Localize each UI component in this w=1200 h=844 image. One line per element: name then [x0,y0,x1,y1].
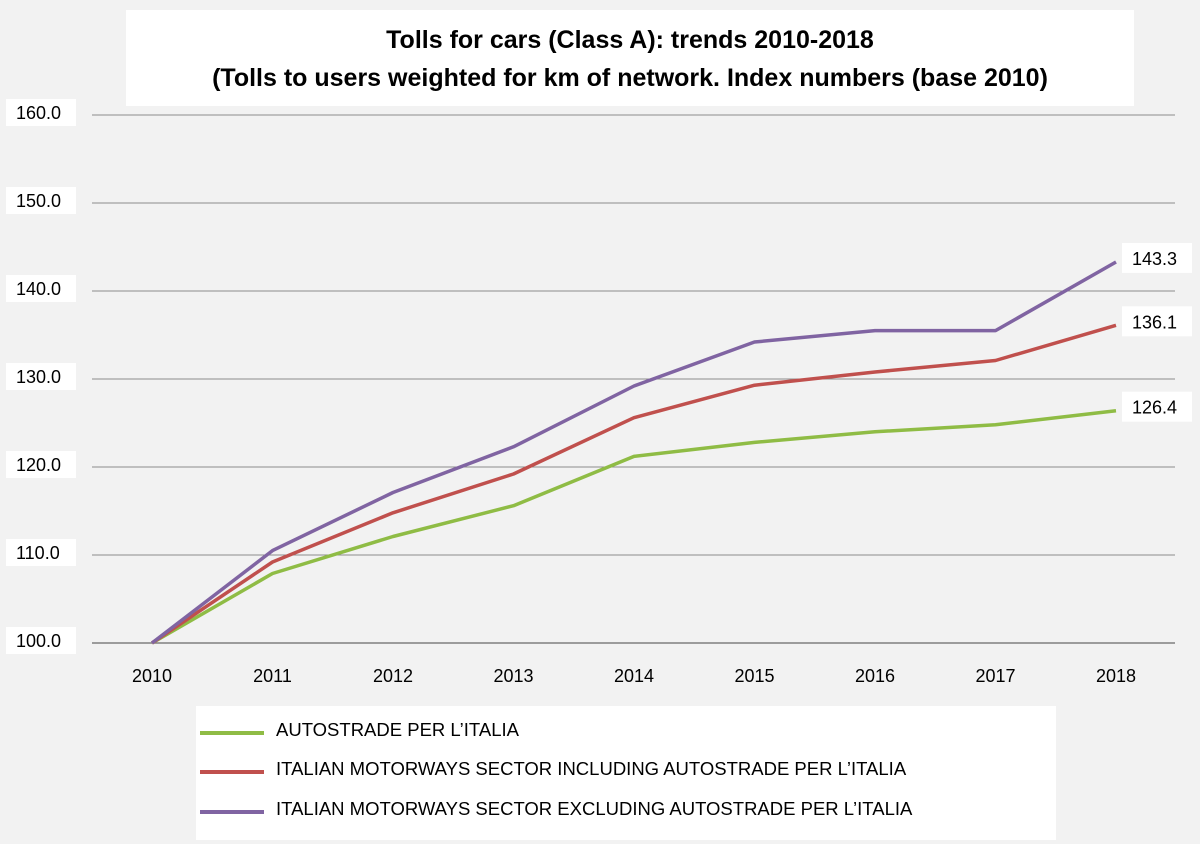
y-tick-label: 160.0 [16,103,61,123]
chart-subtitle: (Tolls to users weighted for km of netwo… [212,64,1048,92]
legend: AUTOSTRADE PER L’ITALIA ITALIAN MOTORWAY… [196,706,1056,840]
data-label-series-1: 126.4 [1132,398,1177,418]
y-tick-label: 120.0 [16,455,61,475]
legend-label-series-1: AUTOSTRADE PER L’ITALIA [276,719,519,740]
y-tick-label-bg-160.0 [6,99,76,126]
legend-swatch-series-2 [200,770,264,774]
data-label-bg-series-2 [1122,306,1192,337]
series-line-1 [151,408,1117,645]
y-tick-label: 110.0 [16,543,60,563]
legend-swatch-series-1 [200,731,264,735]
legend-label-series-2: ITALIAN MOTORWAYS SECTOR INCLUDING AUTOS… [276,758,907,779]
x-tick-label: 2015 [734,666,774,686]
data-label-series-2: 136.1 [1132,312,1177,332]
data-label-bg-series-1 [1122,391,1192,422]
series-line-3 [150,260,1117,645]
x-tick-label: 2013 [493,666,533,686]
x-tick-label: 2012 [373,666,413,686]
plot-area: 100.0 110.0 120.0 130.0 140.0 150.0 160.0 2010 2… [6,99,1192,686]
x-tick-label: 2017 [975,666,1015,686]
y-tick-label: 100.0 [16,631,61,651]
y-tick-label-bg-110.0 [6,539,76,566]
x-tick-label: 2014 [614,666,654,686]
chart-title: Tolls for cars (Class A): trends 2010-20… [386,26,874,54]
y-tick-label: 140.0 [16,279,61,299]
x-tick-label: 2010 [132,666,172,686]
y-tick-label-bg-130.0 [6,363,76,390]
y-tick-label-bg-100.0 [6,627,76,654]
x-tick-label: 2016 [855,666,895,686]
data-label-bg-series-3 [1122,242,1192,273]
chart-title-box: Tolls for cars (Class A): trends 2010-20… [126,10,1134,106]
legend-label-series-3: ITALIAN MOTORWAYS SECTOR EXCLUDING AUTOS… [276,798,913,819]
legend-swatch-series-3 [200,810,264,814]
y-tick-label: 150.0 [16,191,61,211]
x-tick-label: 2011 [253,666,292,686]
y-tick-label-bg-150.0 [6,187,76,214]
x-tick-label: 2018 [1096,666,1136,686]
data-label-series-3: 143.3 [1132,249,1177,269]
y-tick-label-bg-120.0 [6,451,76,478]
series-line-2 [151,323,1117,645]
y-tick-label: 130.0 [16,367,61,387]
y-tick-label-bg-140.0 [6,275,76,302]
